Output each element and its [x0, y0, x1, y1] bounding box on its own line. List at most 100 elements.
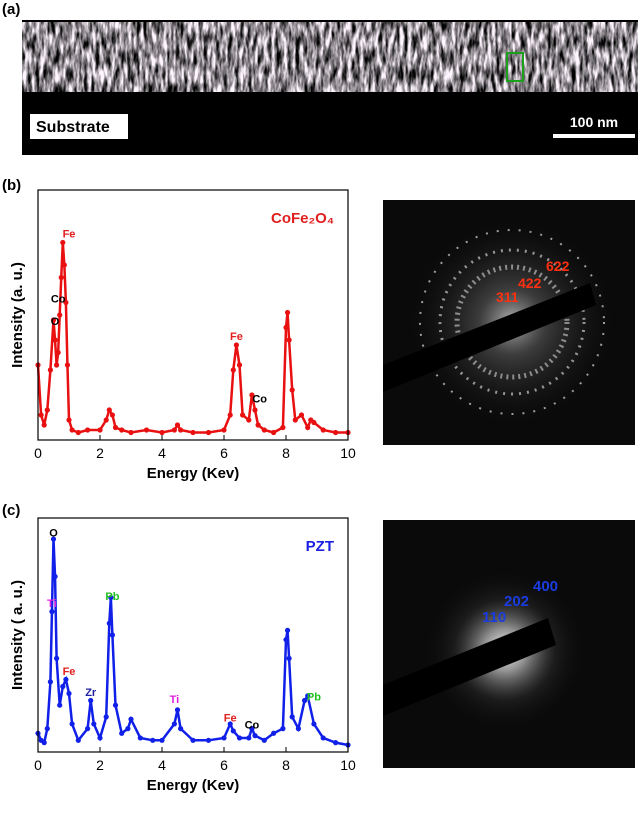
pattern-label: 400	[533, 578, 558, 595]
panel-label: (a)	[2, 1, 20, 18]
data-point	[38, 412, 44, 418]
data-point	[85, 427, 91, 433]
x-tick-label: 4	[158, 445, 166, 461]
data-point	[333, 740, 339, 746]
data-point	[246, 417, 252, 423]
scale-bar	[553, 134, 635, 138]
beam-stop	[383, 283, 596, 392]
data-point	[75, 737, 81, 743]
data-point	[261, 427, 267, 433]
peak-label: Co	[245, 720, 260, 732]
ring	[419, 229, 605, 415]
data-point	[280, 424, 286, 431]
y-axis-label: Intensity (a. u.)	[9, 262, 26, 368]
data-point	[112, 424, 119, 431]
data-point	[236, 735, 243, 741]
data-point	[205, 737, 212, 743]
x-tick-label: 8	[282, 445, 290, 461]
peak-label: Fe	[224, 713, 237, 725]
pattern-label: 110	[482, 609, 506, 626]
data-point	[69, 721, 75, 727]
x-tick-label: 8	[282, 757, 290, 773]
data-point	[174, 707, 181, 713]
scale-bar-label: 100 nm	[570, 114, 618, 130]
x-axis-label: Energy (Kev)	[147, 465, 240, 482]
data-point	[47, 367, 54, 373]
data-point	[63, 676, 69, 683]
data-point	[283, 324, 289, 331]
data-point	[292, 417, 298, 423]
data-point	[52, 337, 58, 343]
data-point	[233, 342, 239, 348]
x-tick-label: 10	[340, 757, 356, 773]
ring	[438, 248, 586, 396]
data-point	[150, 737, 156, 743]
pattern-label: 202	[504, 593, 529, 610]
data-point	[190, 737, 196, 743]
data-point	[103, 714, 109, 720]
data-point	[106, 407, 112, 413]
data-point	[109, 632, 115, 638]
data-point	[249, 726, 255, 732]
data-point	[271, 429, 277, 436]
series-line	[36, 539, 349, 747]
data-point	[252, 733, 258, 739]
data-point	[302, 697, 308, 704]
data-point	[63, 299, 69, 306]
data-point	[221, 735, 227, 741]
plot-frame	[37, 517, 349, 753]
x-tick-label: 10	[340, 445, 356, 461]
data-point	[230, 367, 236, 373]
pattern-label: 311	[496, 289, 519, 305]
data-point	[261, 737, 267, 743]
data-point	[171, 721, 177, 727]
panel-label: (b)	[2, 177, 21, 194]
data-point	[271, 730, 277, 736]
data-point	[311, 419, 317, 426]
data-point	[252, 407, 258, 413]
region-box	[506, 52, 524, 82]
data-point	[236, 362, 243, 368]
data-point	[119, 730, 125, 736]
peak-label: Fe	[230, 331, 243, 343]
data-point	[286, 655, 292, 662]
data-point	[85, 726, 91, 732]
data-point	[57, 312, 63, 318]
data-point	[178, 427, 184, 433]
data-point	[112, 702, 119, 708]
data-point	[60, 683, 66, 690]
data-point	[64, 362, 71, 368]
chart-title: PZT	[306, 538, 334, 555]
peak-label: O	[49, 528, 58, 540]
data-point	[52, 573, 58, 580]
data-point	[311, 721, 317, 727]
data-point	[221, 427, 227, 433]
data-point	[119, 427, 125, 433]
data-point	[103, 417, 109, 423]
data-point	[333, 429, 339, 436]
data-point	[54, 655, 60, 662]
x-tick-label: 4	[158, 757, 166, 773]
data-point	[106, 620, 112, 626]
peak-label: Pb	[105, 591, 119, 603]
series-line	[36, 242, 348, 434]
data-point	[125, 726, 131, 732]
data-point	[55, 349, 61, 356]
data-point	[320, 427, 326, 433]
data-point	[286, 337, 292, 343]
data-point	[108, 594, 114, 601]
data-point	[230, 728, 236, 734]
data-point	[305, 424, 311, 431]
data-point	[128, 716, 134, 722]
data-point	[58, 274, 64, 281]
pattern-label: 422	[518, 275, 542, 291]
data-point	[283, 637, 289, 643]
data-point	[50, 317, 57, 323]
y-axis-label: Intensity ( a. u.)	[9, 580, 26, 690]
data-point	[227, 721, 233, 727]
peak-label: Ti	[170, 694, 180, 706]
peak-label: Co	[252, 394, 267, 406]
x-tick-label: 6	[220, 757, 228, 773]
data-point	[295, 726, 301, 732]
